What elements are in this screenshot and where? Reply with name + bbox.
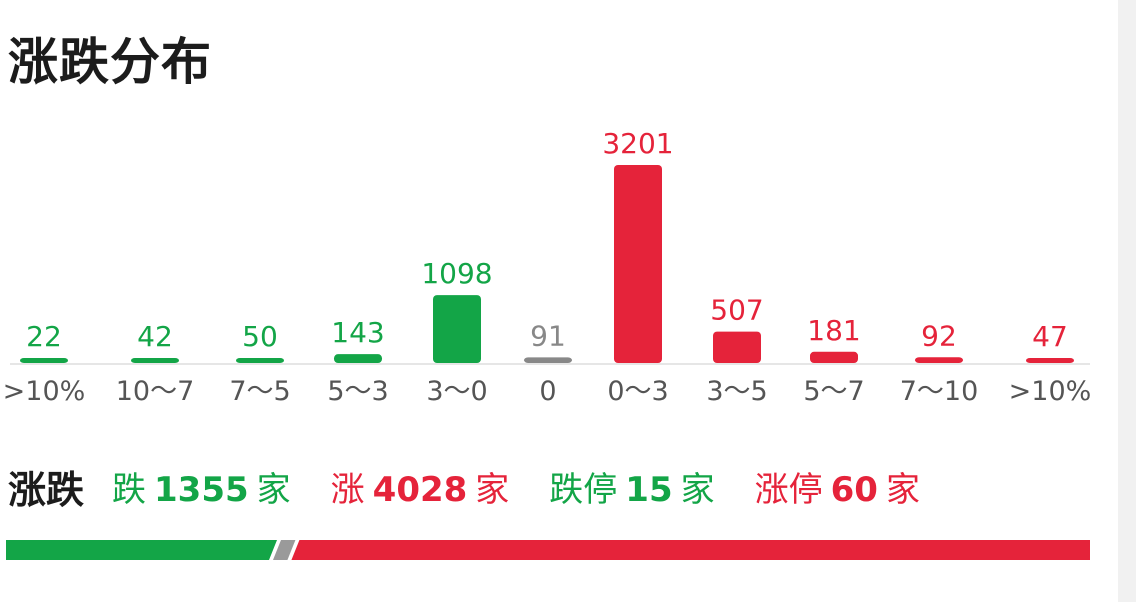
- category-tick-label: >10%: [1009, 376, 1092, 407]
- summary-up-unit: 家: [475, 469, 510, 510]
- bar-value-label: 507: [710, 294, 763, 327]
- summary-limit-up-count: 涨停 60 家: [755, 462, 920, 511]
- summary-limit-up-unit: 家: [885, 469, 920, 510]
- scrollbar[interactable]: [1118, 0, 1136, 602]
- chart-bar: [131, 358, 179, 363]
- summary-down-prefix: 跌: [112, 469, 147, 510]
- distribution-chart-svg: 22 >10% 42 10～7 50 7～5 143 5～3 1098 3～0 91 0 3201 0～3…: [3, 127, 1092, 407]
- chart-bar: [433, 295, 481, 363]
- summary-up-value: 4028: [372, 469, 468, 510]
- bar-value-label: 42: [137, 320, 173, 353]
- summary-limit-down-value: 15: [625, 469, 673, 510]
- category-tick-label: 10～7: [116, 376, 195, 407]
- chart-bar: [713, 331, 761, 363]
- summary-label: 涨跌: [8, 467, 85, 512]
- chart-bar: [20, 358, 68, 363]
- category-tick-label: 5～3: [327, 376, 388, 407]
- bar-value-label: 50: [242, 320, 278, 353]
- category-tick-label: 7～5: [229, 376, 290, 407]
- summary-limit-down-count: 跌停 15 家: [549, 462, 714, 511]
- bar-value-label: 91: [530, 319, 566, 352]
- chart-bar: [236, 358, 284, 363]
- ratio-down-segment: [6, 540, 277, 560]
- ratio-flat-segment: [273, 540, 296, 560]
- bar-value-label: 92: [921, 319, 957, 352]
- category-tick-label: 5～7: [803, 376, 864, 407]
- distribution-chart: 22 >10% 42 10～7 50 7～5 143 5～3 1098 3～0 91 0 3201 0～3…: [0, 100, 1100, 420]
- chart-bar: [810, 351, 858, 363]
- bar-value-label: 143: [331, 316, 384, 349]
- category-tick-label: 3～0: [426, 376, 487, 407]
- summary-row: 涨跌 跌 1355 家 涨 4028 家 跌停 15 家 涨停 60 家: [8, 460, 960, 512]
- bar-value-label: 181: [807, 314, 860, 347]
- chart-bar: [614, 165, 662, 363]
- category-tick-label: 0: [539, 376, 556, 407]
- chart-bar: [1026, 358, 1074, 363]
- summary-limit-up-value: 60: [830, 469, 878, 510]
- chart-bar: [334, 354, 382, 363]
- bar-value-label: 47: [1032, 320, 1068, 353]
- bar-value-label: 22: [26, 320, 62, 353]
- summary-down-count: 跌 1355 家: [112, 462, 291, 511]
- category-tick-label: 7～10: [900, 376, 979, 407]
- summary-limit-down-unit: 家: [680, 469, 715, 510]
- bar-value-label: 1098: [421, 257, 492, 290]
- up-down-ratio-bar: [6, 540, 1090, 560]
- category-tick-label: 3～5: [706, 376, 767, 407]
- bar-value-label: 3201: [602, 127, 673, 160]
- chart-bar: [524, 357, 572, 363]
- chart-bar: [915, 357, 963, 363]
- summary-down-value: 1355: [154, 469, 249, 510]
- summary-limit-down-prefix: 跌停: [549, 469, 618, 510]
- category-tick-label: 0～3: [607, 376, 668, 407]
- category-tick-label: >10%: [3, 376, 86, 407]
- page-title: 涨跌分布: [8, 33, 212, 91]
- summary-up-count: 涨 4028 家: [331, 462, 510, 511]
- ratio-bar-svg: [6, 540, 1090, 560]
- summary-limit-up-prefix: 涨停: [754, 469, 823, 510]
- summary-down-unit: 家: [256, 469, 291, 510]
- summary-up-prefix: 涨: [330, 469, 365, 510]
- ratio-up-segment: [291, 540, 1090, 560]
